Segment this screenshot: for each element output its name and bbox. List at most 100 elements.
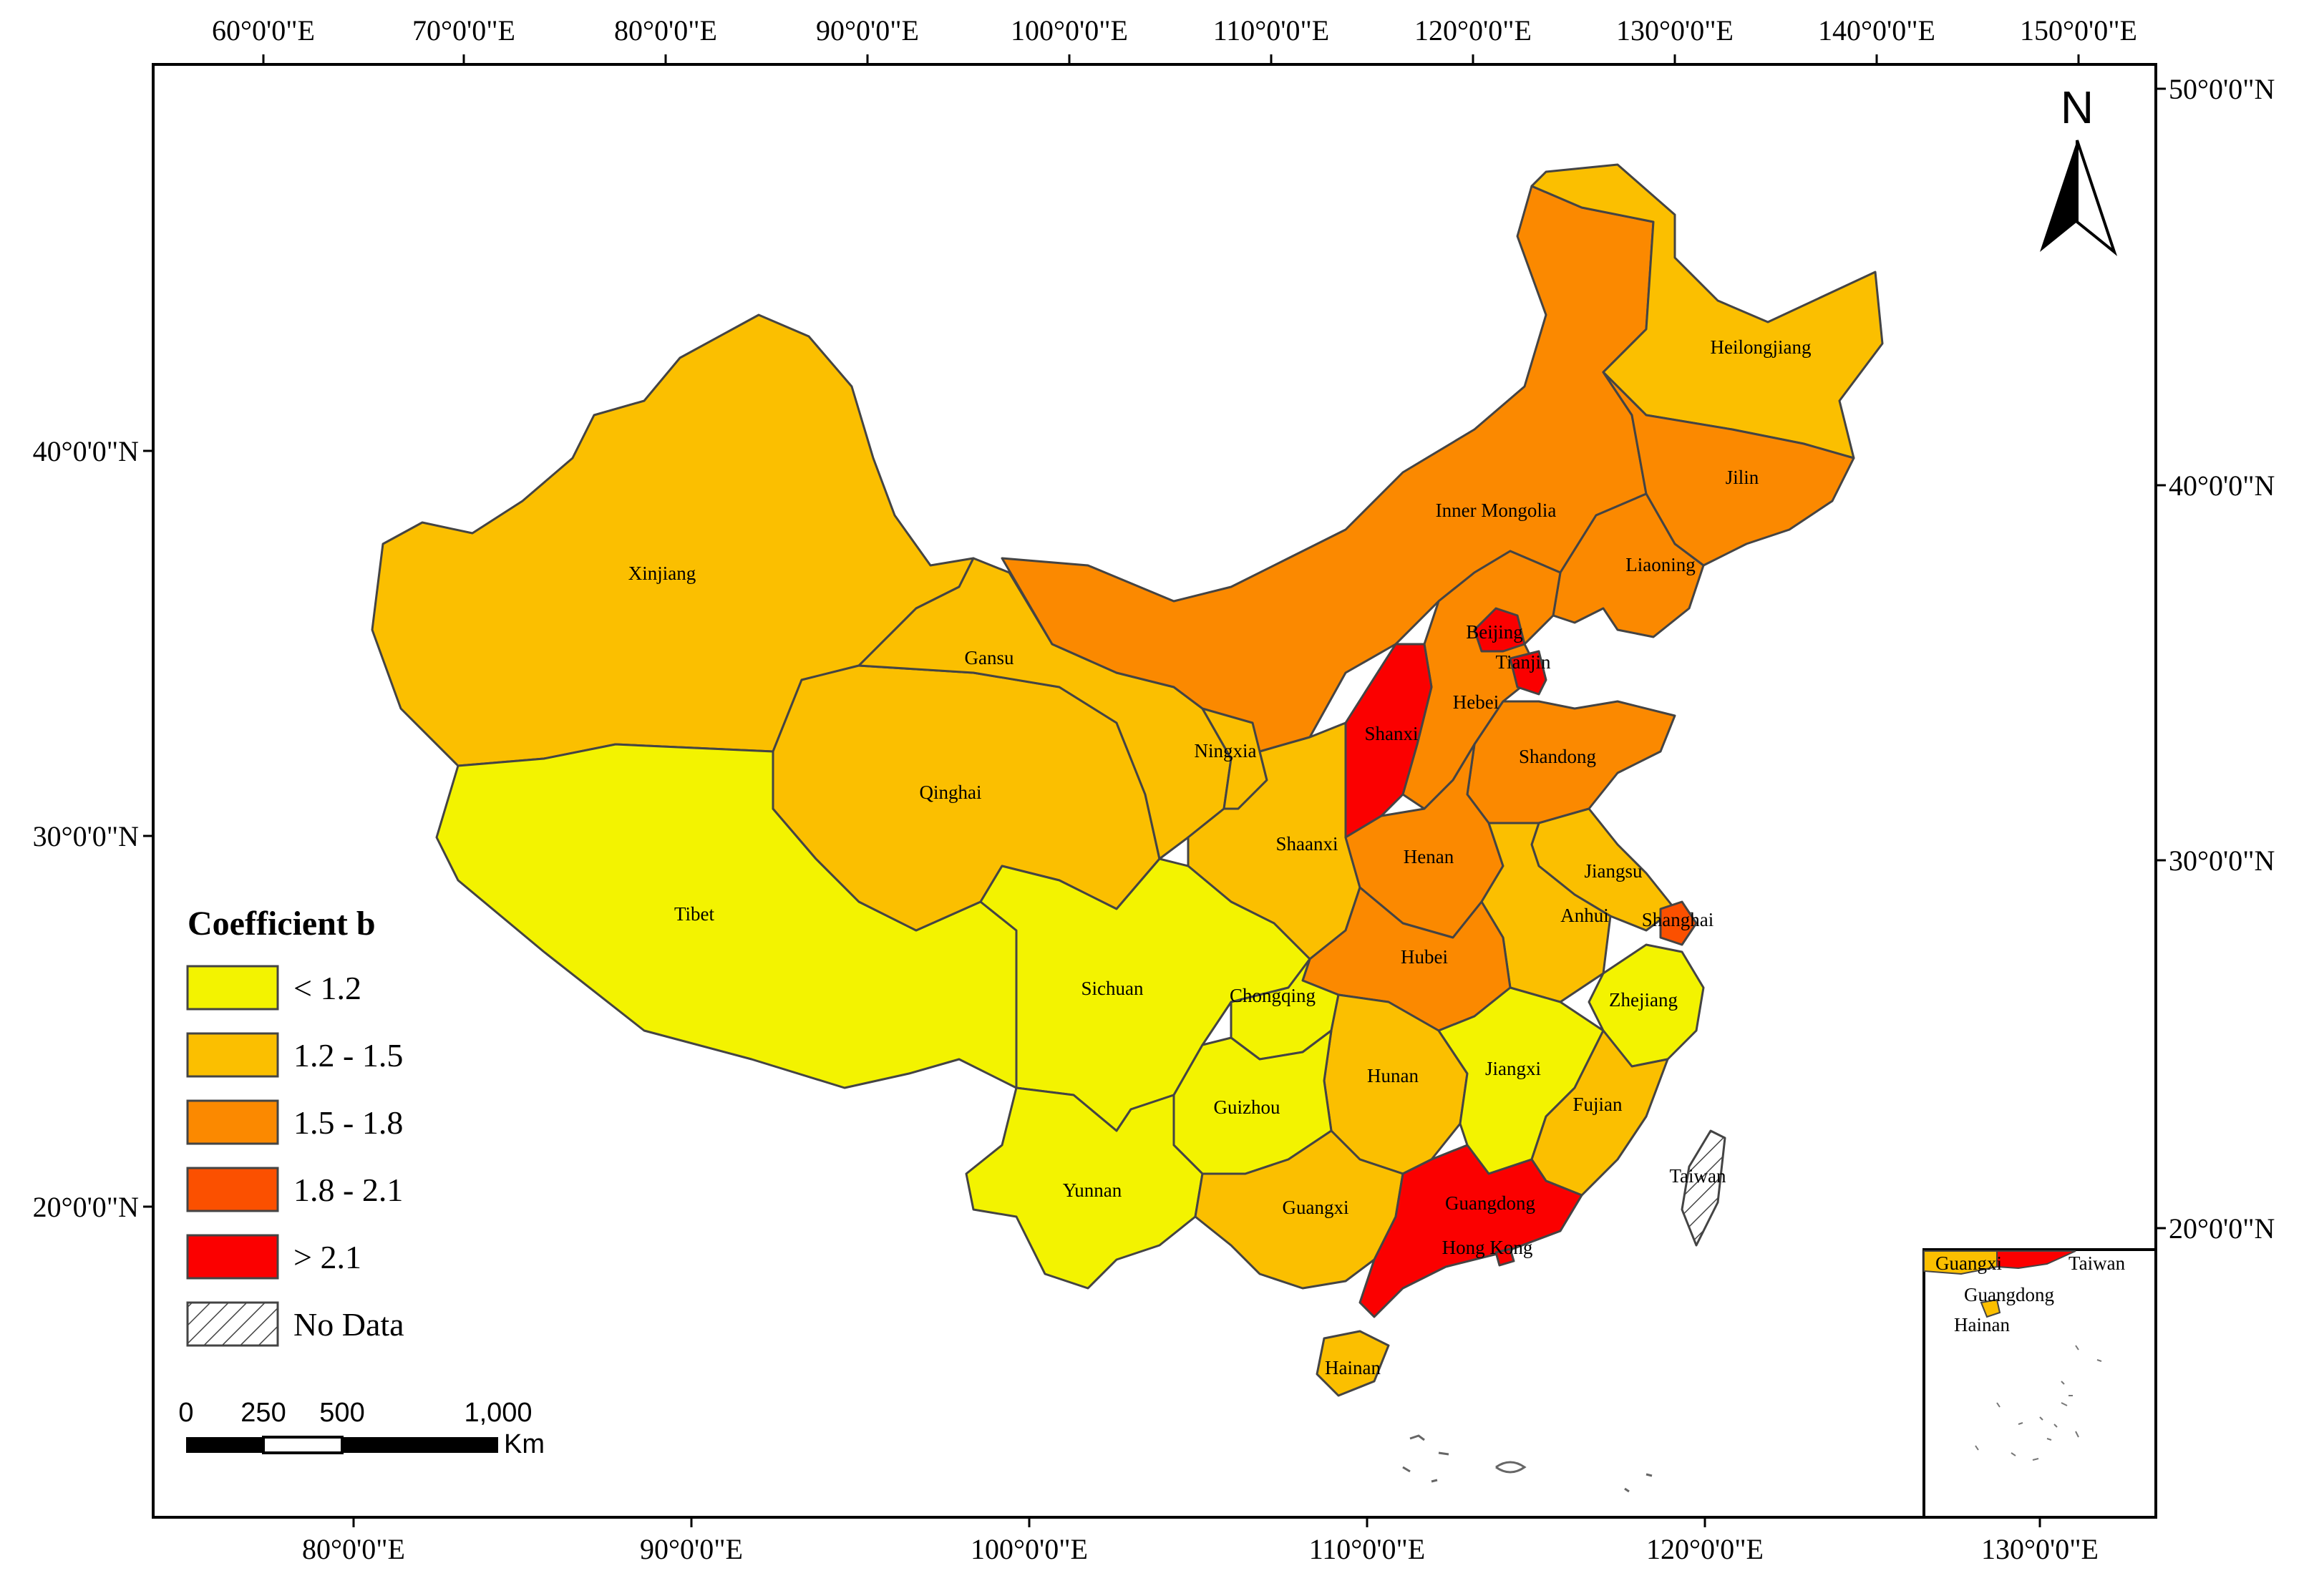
top-tick-label: 60°0'0"E (212, 14, 315, 47)
inset-frame (1922, 1248, 2157, 1519)
label-hunan: Hunan (1367, 1065, 1419, 1086)
inset-map: Guangxi Taiwan Guangdong Hainan (1922, 1248, 2157, 1519)
province-hong-kong (1494, 1247, 1515, 1267)
label-tibet: Tibet (674, 903, 715, 925)
label-liaoning: Liaoning (1625, 554, 1695, 575)
inset-label-taiwan: Taiwan (2068, 1252, 2126, 1274)
label-guizhou: Guizhou (1214, 1096, 1280, 1118)
north-label: N (2061, 82, 2094, 133)
province-yunnan (965, 1086, 1204, 1290)
label-shanghai: Shanghai (1642, 909, 1714, 930)
label-zhejiang: Zhejiang (1609, 989, 1678, 1011)
bottom-tick-label: 80°0'0"E (302, 1533, 405, 1565)
province-tianjin (1509, 650, 1547, 696)
province-shanghai (1659, 900, 1698, 946)
bottom-tick-label: 100°0'0"E (971, 1533, 1088, 1565)
inset-hainan (1980, 1298, 2001, 1318)
label-shandong: Shandong (1519, 746, 1596, 767)
label-jilin: Jilin (1726, 467, 1759, 488)
label-hong-kong: Hong Kong (1442, 1237, 1533, 1258)
inset-guangxi (1923, 1250, 1998, 1275)
legend-label: 1.2 - 1.5 (293, 1037, 403, 1074)
label-fujian: Fujian (1572, 1094, 1623, 1115)
bottom-axis: 80°0'0"E 90°0'0"E 100°0'0"E 110°0'0"E 12… (302, 1517, 2099, 1565)
bottom-tick-label: 130°0'0"E (1981, 1533, 2099, 1565)
label-tianjin: Tianjin (1495, 651, 1551, 673)
province-taiwan (1681, 1129, 1726, 1247)
province-labels: Xinjiang Tibet Qinghai Gansu Inner Mongo… (628, 336, 1812, 1378)
top-axis: 60°0'0"E 70°0'0"E 80°0'0"E 90°0'0"E 100°… (212, 14, 2137, 64)
top-tick-label: 140°0'0"E (1818, 14, 1935, 47)
label-shaanxi: Shaanxi (1276, 833, 1338, 855)
label-hubei: Hubei (1401, 946, 1448, 968)
top-tick-label: 120°0'0"E (1414, 14, 1532, 47)
south-sea-islands (1402, 1434, 1653, 1493)
right-tick-label: 50°0'0"N (2169, 73, 2275, 105)
label-guangdong: Guangdong (1445, 1192, 1535, 1214)
bottom-tick-label: 110°0'0"E (1309, 1533, 1425, 1565)
label-hebei: Hebei (1453, 691, 1499, 713)
label-beijing: Beijing (1466, 621, 1523, 643)
label-chongqing: Chongqing (1230, 985, 1316, 1006)
legend-swatch-no-data (186, 1301, 279, 1347)
scale-tick-label: 1,000 (464, 1398, 532, 1428)
scale-unit: Km (504, 1429, 545, 1459)
legend-label: 1.5 - 1.8 (293, 1104, 403, 1141)
top-tick-label: 130°0'0"E (1616, 14, 1734, 47)
label-shanxi: Shanxi (1364, 723, 1418, 744)
left-axis: 40°0'0"N 30°0'0"N 20°0'0"N (33, 435, 153, 1223)
left-tick-label: 20°0'0"N (33, 1191, 139, 1223)
inset-label-guangxi: Guangxi (1935, 1252, 2002, 1274)
scale-tick-label: 250 (240, 1398, 286, 1428)
legend-swatch (186, 965, 279, 1011)
right-tick-label: 40°0'0"N (2169, 469, 2275, 502)
legend-swatch (186, 1234, 279, 1280)
north-arrow-icon (2040, 140, 2077, 252)
left-tick-label: 30°0'0"N (33, 820, 139, 852)
legend-label: 1.8 - 2.1 (293, 1172, 403, 1208)
legend-swatch (186, 1032, 279, 1078)
legend-swatch (186, 1167, 279, 1212)
north-arrow: N (2040, 82, 2118, 256)
top-tick-label: 100°0'0"E (1011, 14, 1128, 47)
province-guangdong (1358, 1144, 1583, 1318)
scale-tick-label: 500 (319, 1398, 364, 1428)
label-xinjiang: Xinjiang (628, 563, 696, 584)
legend-title: Coefficient b (188, 905, 376, 943)
label-guangxi: Guangxi (1283, 1197, 1349, 1218)
label-henan: Henan (1404, 846, 1454, 867)
right-tick-label: 20°0'0"N (2169, 1212, 2275, 1245)
top-tick-label: 150°0'0"E (2020, 14, 2137, 47)
label-qinghai: Qinghai (920, 782, 982, 803)
bottom-tick-label: 120°0'0"E (1646, 1533, 1764, 1565)
label-taiwan: Taiwan (1669, 1165, 1726, 1187)
inset-label-hainan: Hainan (1954, 1314, 2010, 1335)
provinces (371, 163, 1884, 1397)
top-tick-label: 80°0'0"E (614, 14, 717, 47)
left-tick-label: 40°0'0"N (33, 435, 139, 467)
label-sichuan: Sichuan (1081, 978, 1144, 999)
right-axis: 50°0'0"N 40°0'0"N 30°0'0"N 20°0'0"N (2156, 73, 2275, 1245)
label-hainan: Hainan (1325, 1357, 1381, 1378)
legend-swatch (186, 1099, 279, 1145)
legend-label: No Data (293, 1306, 404, 1343)
inset-label-guangdong: Guangdong (1964, 1284, 2054, 1305)
inset-guangdong (1996, 1250, 2076, 1270)
bottom-tick-label: 90°0'0"E (640, 1533, 743, 1565)
province-zhejiang (1588, 943, 1705, 1068)
label-ningxia: Ningxia (1195, 740, 1257, 761)
scale-tick-label: 0 (178, 1398, 193, 1428)
label-gansu: Gansu (965, 647, 1014, 668)
label-inner-mongolia: Inner Mongolia (1436, 500, 1557, 521)
legend-label: > 2.1 (293, 1239, 361, 1275)
right-tick-label: 30°0'0"N (2169, 845, 2275, 877)
top-tick-label: 90°0'0"E (816, 14, 919, 47)
label-heilongjiang: Heilongjiang (1711, 336, 1812, 358)
top-tick-label: 70°0'0"E (412, 14, 515, 47)
province-liaoning (1552, 492, 1705, 638)
label-jiangsu: Jiangsu (1585, 860, 1643, 882)
label-yunnan: Yunnan (1063, 1179, 1122, 1201)
province-beijing (1473, 607, 1526, 653)
province-heilongjiang (1530, 163, 1884, 459)
